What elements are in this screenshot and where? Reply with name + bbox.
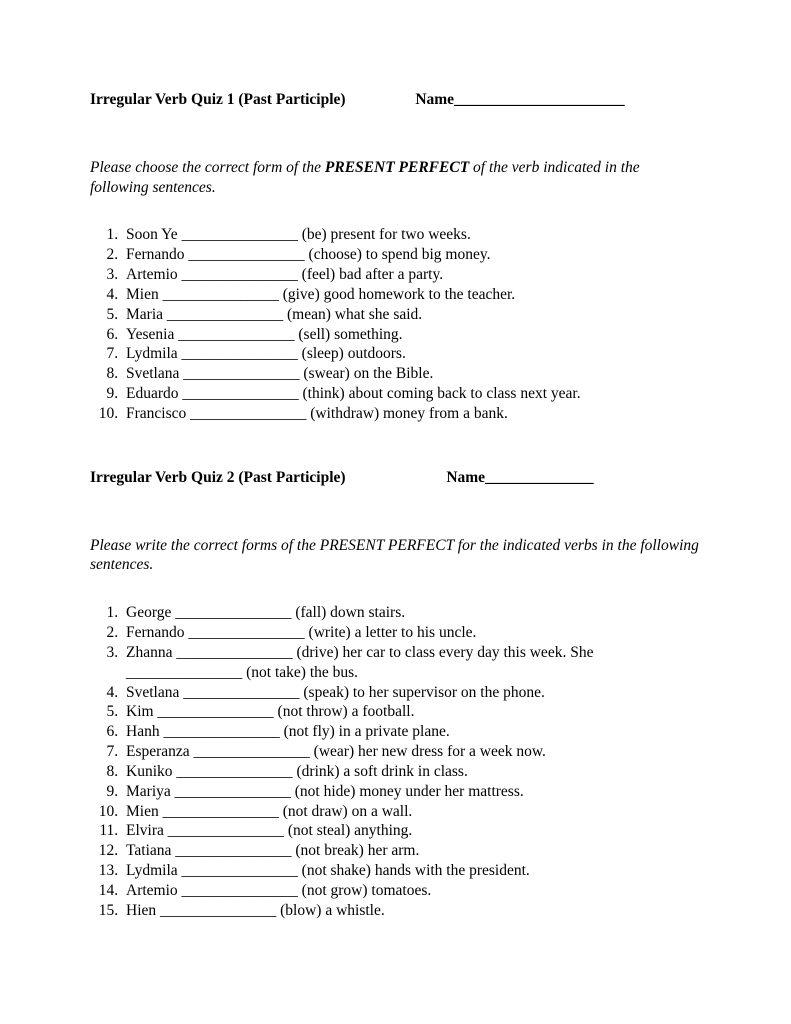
- quiz2-item: Zhanna _______________ (drive) her car t…: [122, 643, 701, 683]
- quiz1-item: Francisco _______________ (withdraw) mon…: [122, 404, 701, 424]
- quiz2-item: Kim _______________ (not throw) a footba…: [122, 702, 701, 722]
- quiz2-item: Elvira _______________ (not steal) anyth…: [122, 821, 701, 841]
- quiz2-header: Irregular Verb Quiz 2 (Past Participle) …: [90, 468, 701, 488]
- quiz2-item: Svetlana _______________ (speak) to her …: [122, 683, 701, 703]
- quiz2-item: Kuniko _______________ (drink) a soft dr…: [122, 762, 701, 782]
- quiz1-instr-pre: Please choose the correct form of the: [90, 159, 325, 176]
- quiz1-spacer: [346, 90, 416, 110]
- quiz1-instr-emph: PRESENT PERFECT: [325, 159, 469, 176]
- quiz2-name-label: Name: [446, 468, 485, 488]
- quiz2-spacer: [346, 468, 447, 488]
- quiz1-item: Lydmila _______________ (sleep) outdoors…: [122, 344, 701, 364]
- quiz1-item: Fernando _______________ (choose) to spe…: [122, 245, 701, 265]
- quiz1-item: Yesenia _______________ (sell) something…: [122, 325, 701, 345]
- quiz2-item: Fernando _______________ (write) a lette…: [122, 623, 701, 643]
- quiz1-item: Eduardo _______________ (think) about co…: [122, 384, 701, 404]
- quiz1-item: Soon Ye _______________ (be) present for…: [122, 225, 701, 245]
- quiz2-item: Tatiana _______________ (not break) her …: [122, 841, 701, 861]
- quiz2-item: Mariya _______________ (not hide) money …: [122, 782, 701, 802]
- quiz2-list: George _______________ (fall) down stair…: [90, 603, 701, 920]
- quiz1-item: Artemio _______________ (feel) bad after…: [122, 265, 701, 285]
- quiz1-item: Mien _______________ (give) good homewor…: [122, 285, 701, 305]
- quiz2-item: Lydmila _______________ (not shake) hand…: [122, 861, 701, 881]
- quiz1-header: Irregular Verb Quiz 1 (Past Participle) …: [90, 90, 701, 110]
- quiz1-list: Soon Ye _______________ (be) present for…: [90, 225, 701, 423]
- worksheet-page: Irregular Verb Quiz 1 (Past Participle) …: [0, 0, 791, 1024]
- quiz2-item: Artemio _______________ (not grow) tomat…: [122, 881, 701, 901]
- quiz1-name-label: Name: [415, 90, 454, 110]
- quiz1-item: Svetlana _______________ (swear) on the …: [122, 364, 701, 384]
- quiz1-item: Maria _______________ (mean) what she sa…: [122, 305, 701, 325]
- quiz2-item: George _______________ (fall) down stair…: [122, 603, 701, 623]
- quiz2-item: Hanh _______________ (not fly) in a priv…: [122, 722, 701, 742]
- quiz2-instructions: Please write the correct forms of the PR…: [90, 536, 701, 576]
- quiz2-item: Hien _______________ (blow) a whistle.: [122, 901, 701, 921]
- quiz2-name-line: ______________: [485, 468, 594, 488]
- quiz1-title: Irregular Verb Quiz 1 (Past Participle): [90, 90, 346, 110]
- quiz2-item: Esperanza _______________ (wear) her new…: [122, 742, 701, 762]
- quiz2-item: Mien _______________ (not draw) on a wal…: [122, 802, 701, 822]
- quiz2-title: Irregular Verb Quiz 2 (Past Participle): [90, 468, 346, 488]
- quiz1-name-line: ______________________: [454, 90, 625, 110]
- quiz1-instructions: Please choose the correct form of the PR…: [90, 158, 701, 198]
